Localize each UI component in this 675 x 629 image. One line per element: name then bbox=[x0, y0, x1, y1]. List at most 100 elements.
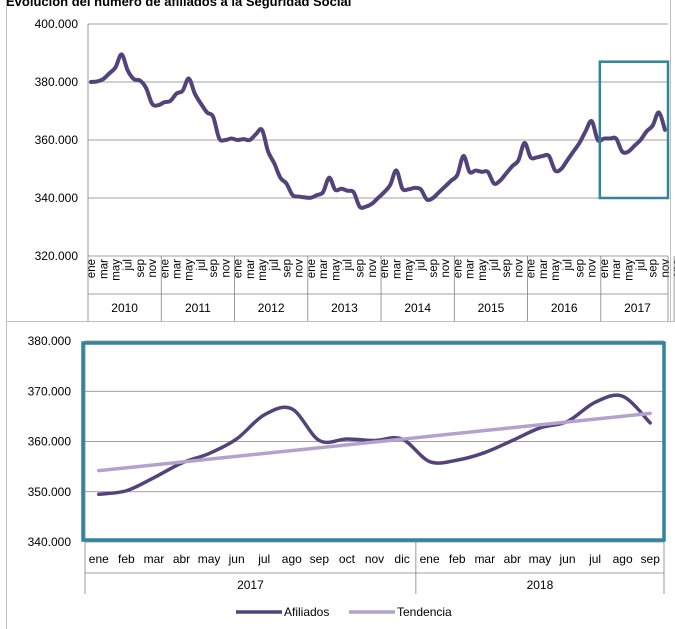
x-tick-label: abr bbox=[504, 552, 521, 566]
series-afiliados-line bbox=[97, 393, 652, 497]
year-label: 2015 bbox=[478, 301, 505, 315]
x-tick-label: may bbox=[257, 259, 269, 281]
year-label: 2014 bbox=[404, 301, 431, 315]
x-tick-label: sep bbox=[135, 259, 147, 278]
x-tick-label: mar bbox=[245, 259, 257, 279]
x-tick-label: ago bbox=[282, 552, 302, 566]
x-tick-label: ene bbox=[89, 552, 109, 566]
x-tick-label: jul bbox=[269, 259, 281, 272]
x-tick-label: ene bbox=[159, 259, 171, 278]
page-title: Evolución del número de afiliados a la S… bbox=[6, 0, 352, 9]
x-tick-label: ene bbox=[526, 259, 538, 278]
x-tick-label: jul bbox=[416, 259, 428, 272]
x-tick-label: mar bbox=[474, 552, 495, 566]
x-tick-label: sep bbox=[574, 259, 586, 278]
x-tick-label: may bbox=[477, 259, 489, 281]
x-tick-label: nov bbox=[220, 259, 232, 278]
legend-label-afiliados: Afiliados bbox=[284, 605, 329, 619]
x-tick-label: sep bbox=[310, 552, 330, 566]
x-tick-label: nov bbox=[513, 259, 525, 278]
x-tick-label: mar bbox=[98, 259, 110, 279]
x-tick-label: sep bbox=[355, 259, 367, 278]
year-label: 2018 bbox=[527, 578, 554, 592]
x-tick-label: may bbox=[330, 259, 342, 281]
x-tick-label: jun bbox=[558, 552, 575, 566]
y-tick-label: 340.000 bbox=[35, 191, 79, 205]
x-tick-label: ene bbox=[86, 259, 98, 278]
year-label: 2010 bbox=[111, 301, 138, 315]
x-tick-label: mar bbox=[465, 259, 477, 279]
x-tick-label: jul bbox=[636, 259, 648, 272]
x-tick-label: sep bbox=[641, 552, 661, 566]
highlight-box bbox=[598, 60, 670, 200]
x-tick-label: sep bbox=[648, 259, 660, 278]
x-tick-label: may bbox=[110, 259, 122, 281]
x-tick-label: may bbox=[198, 552, 221, 566]
year-label: 2017 bbox=[237, 578, 264, 592]
x-tick-label: jul bbox=[123, 259, 135, 272]
x-tick-label: oct bbox=[339, 552, 356, 566]
x-tick-label: jun bbox=[228, 552, 245, 566]
x-tick-label: jul bbox=[489, 259, 501, 272]
x-tick-label: mar bbox=[172, 259, 184, 279]
x-tick-label: may bbox=[623, 259, 635, 281]
x-tick-label: abr bbox=[173, 552, 190, 566]
year-label: 2011 bbox=[185, 301, 211, 315]
x-tick-label: feb bbox=[449, 552, 466, 566]
x-tick-label: sep bbox=[208, 259, 220, 278]
x-tick-label: jul bbox=[196, 259, 208, 272]
year-label: 2012 bbox=[258, 301, 285, 315]
y-tick-label: 370.000 bbox=[28, 384, 72, 398]
x-tick-label: nov bbox=[147, 259, 159, 278]
x-tick-label: nov bbox=[440, 259, 452, 278]
x-tick-label: jul bbox=[588, 552, 601, 566]
x-tick-label: ene bbox=[599, 259, 611, 278]
x-tick-label: ene bbox=[379, 259, 391, 278]
x-tick-label: ene bbox=[672, 259, 675, 278]
x-tick-label: jul bbox=[562, 259, 574, 272]
x-tick-label: nov bbox=[367, 259, 379, 278]
legend-label-tendencia: Tendencia bbox=[397, 605, 452, 619]
y-tick-label: 400.000 bbox=[35, 17, 79, 31]
y-tick-label: 380.000 bbox=[35, 75, 79, 89]
x-tick-label: mar bbox=[611, 259, 623, 279]
y-tick-label: 360.000 bbox=[35, 133, 79, 147]
y-tick-label: 360.000 bbox=[28, 435, 72, 449]
x-tick-label: sep bbox=[428, 259, 440, 278]
x-tick-label: nov bbox=[365, 552, 384, 566]
x-tick-label: ene bbox=[306, 259, 318, 278]
x-tick-label: ene bbox=[452, 259, 464, 278]
y-tick-label: 340.000 bbox=[28, 535, 72, 549]
x-tick-label: may bbox=[550, 259, 562, 281]
x-tick-label: mar bbox=[144, 552, 165, 566]
x-tick-label: jul bbox=[342, 259, 354, 272]
x-tick-label: may bbox=[184, 259, 196, 281]
legend: Afiliados Tendencia bbox=[236, 605, 452, 619]
x-tick-label: nov bbox=[294, 259, 306, 278]
series-tendencia-line bbox=[97, 411, 652, 473]
x-tick-label: jul bbox=[257, 552, 270, 566]
y-tick-label: 350.000 bbox=[28, 485, 72, 499]
x-tick-label: sep bbox=[281, 259, 293, 278]
y-tick-label: 320.000 bbox=[35, 249, 79, 263]
series-afiliados-line bbox=[89, 52, 667, 210]
year-label: 2013 bbox=[331, 301, 358, 315]
x-tick-label: may bbox=[529, 552, 552, 566]
highlight-frame bbox=[81, 341, 666, 542]
x-tick-label: ago bbox=[613, 552, 633, 566]
x-tick-label: nov bbox=[587, 259, 599, 278]
x-tick-label: mar bbox=[391, 259, 403, 279]
x-tick-label: mar bbox=[318, 259, 330, 279]
x-tick-label: dic bbox=[394, 552, 409, 566]
x-tick-label: feb bbox=[118, 552, 135, 566]
y-tick-label: 380.000 bbox=[28, 334, 72, 348]
x-tick-label: nov bbox=[660, 259, 672, 278]
x-tick-label: ene bbox=[420, 552, 440, 566]
year-label: 2017 bbox=[624, 301, 651, 315]
x-tick-label: sep bbox=[501, 259, 513, 278]
x-tick-label: mar bbox=[538, 259, 550, 279]
x-tick-label: ene bbox=[233, 259, 245, 278]
